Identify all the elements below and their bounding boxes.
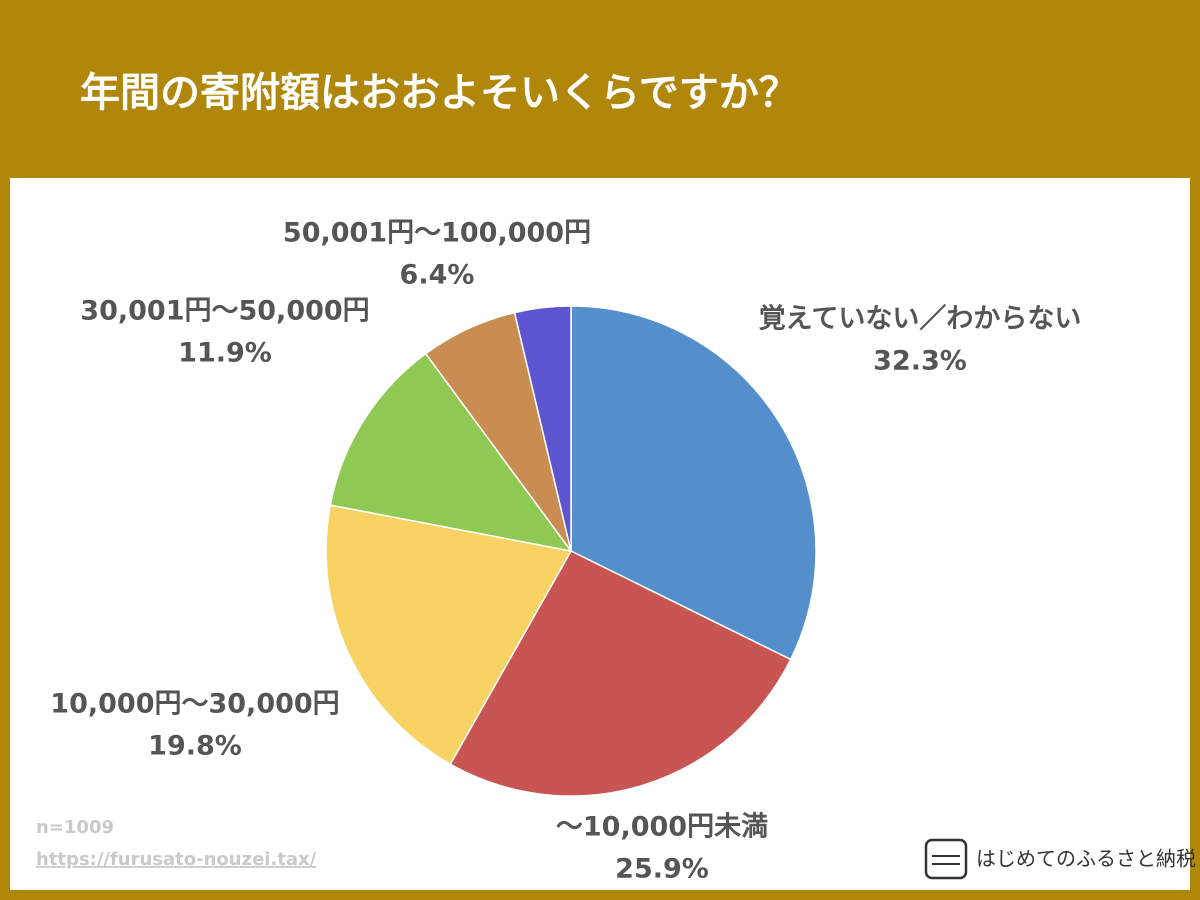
slice-label: ～10,000円未満 <box>556 812 768 843</box>
value-label: 32.3% <box>873 346 967 377</box>
sample-note: n=1009 <box>36 817 114 838</box>
logo-icon <box>924 838 968 880</box>
pie-slice <box>513 305 572 552</box>
pie-slice <box>329 352 573 553</box>
brand-logo: はじめてのふるさと納税 <box>924 838 1196 880</box>
value-label: 25.9% <box>615 854 709 885</box>
chart-title: 年間の寄附額はおおよそいくらですか？ <box>80 70 799 116</box>
value-label: 19.8% <box>148 731 242 762</box>
value-label: 6.4% <box>400 260 475 291</box>
slice-label: 30,001円～50,000円 <box>80 296 369 327</box>
value-label: 11.9% <box>178 338 272 369</box>
pie-slice <box>570 305 817 661</box>
slice-label: 10,000円～30,000円 <box>50 689 339 720</box>
slice-label: 覚えていない／わからない <box>759 304 1082 335</box>
source-link[interactable]: https://furusato-nouzei.tax/ <box>36 849 317 870</box>
pie-slice <box>325 504 573 766</box>
slice-label: 50,001円～100,000円 <box>283 218 591 249</box>
pie-slice <box>449 550 792 797</box>
brand-name: はじめてのふるさと納税 <box>976 847 1196 871</box>
